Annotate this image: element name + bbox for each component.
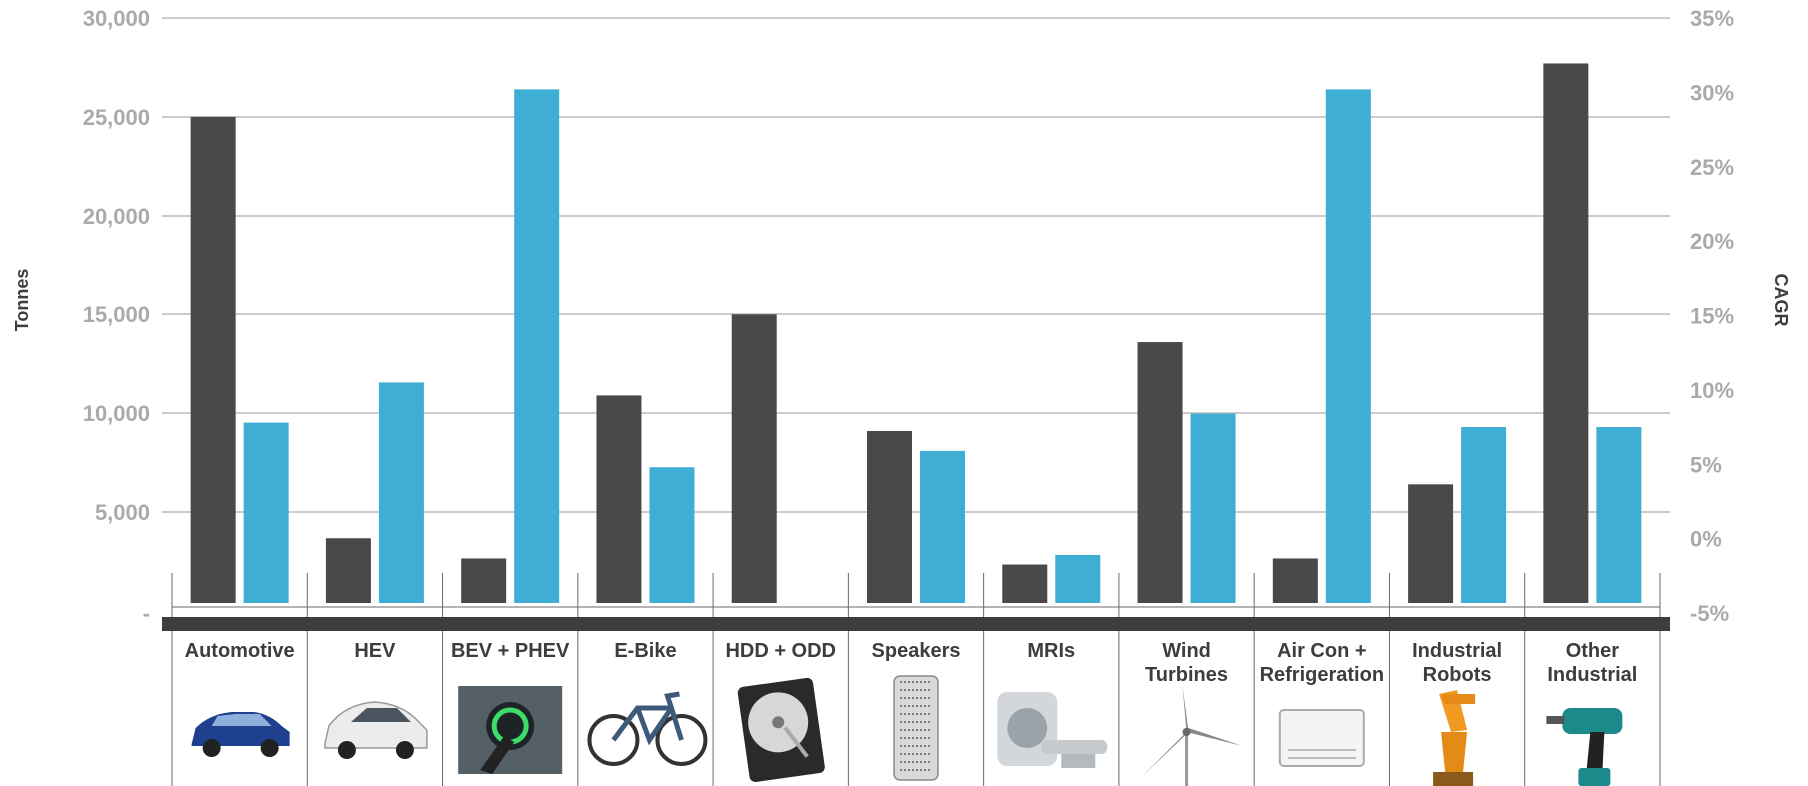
category-label: Industrial Robots [1412,640,1502,686]
left-tick-label: 15,000 [83,302,150,327]
category-dividers [171,573,1661,786]
speaker-icon [893,675,939,781]
category-label: Automotive [185,640,295,662]
category-label: E-Bike [614,640,676,662]
left-tick-label: - [143,601,150,626]
bar-tonnes [1408,484,1454,603]
right-tick-label: 10% [1690,378,1734,403]
category-label: MRIs [1027,640,1075,662]
right-axis-title: CAGR [1771,274,1791,327]
bar-tonnes [1002,564,1048,603]
category-label: Air Con + Refrigeration [1260,640,1384,686]
air-conditioner-icon [1278,709,1365,767]
hybrid-car-icon [324,701,428,759]
left-tick-label: 20,000 [83,204,150,229]
power-drill-icon [1546,708,1623,786]
right-axis-ticks: 35% 30% 25% 20% 15% 10% 5% 0% -5% [1690,6,1734,626]
bar-tonnes [1272,558,1318,603]
category-icons [191,675,1623,786]
bar-tonnes [1137,342,1183,603]
wind-turbine-icon [1142,686,1243,786]
bar-cagr [649,467,695,603]
bar-tonnes [1543,63,1589,603]
bar-tonnes [596,395,642,603]
category-label: Other Industrial [1547,640,1637,686]
right-tick-label: 25% [1690,155,1734,180]
bar-tonnes [190,116,236,604]
bar-cagr [514,89,560,603]
left-tick-label: 25,000 [83,105,150,130]
right-tick-label: 35% [1690,6,1734,31]
bar-cagr [920,450,965,603]
category-label: HDD + ODD [725,640,836,662]
right-tick-label: 30% [1690,80,1734,105]
right-tick-label: 20% [1690,229,1734,254]
right-tick-label: -5% [1690,601,1729,626]
bar-cagr [1325,89,1371,603]
bar-cagr [1055,554,1101,603]
bar-tonnes [325,538,371,603]
category-label: HEV [354,640,396,662]
ev-charger-icon [458,686,563,774]
bar-tonnes [867,430,912,603]
left-tick-label: 10,000 [83,401,150,426]
bar-cagr [1461,427,1507,603]
category-axis-bar [162,617,1670,631]
bar-cagr [243,422,289,603]
e-bike-icon [587,691,708,766]
mri-scanner-icon [997,692,1108,768]
bar-cagr [1596,427,1642,603]
robot-arm-icon [1433,690,1476,786]
bar-tonnes [461,558,507,603]
right-tick-label: 15% [1690,304,1734,329]
category-labels: Automotive HEV BEV + PHEV E-Bike HDD + ODD Sp… [185,640,1638,686]
bars [190,63,1642,604]
left-axis-ticks: 30,000 25,000 20,000 15,000 10,000 5,000 - [83,6,150,626]
category-label: Speakers [872,640,961,662]
right-tick-label: 0% [1690,527,1722,552]
bar-cagr [378,382,424,603]
bar-cagr [1190,413,1236,603]
right-tick-label: 5% [1690,452,1722,477]
category-label: Wind Turbines [1145,640,1228,686]
category-label: BEV + PHEV [451,640,570,662]
left-tick-label: 30,000 [83,6,150,31]
left-axis-title: Tonnes [12,269,32,332]
hard-drive-icon [737,677,825,783]
car-icon [191,712,290,757]
left-tick-label: 5,000 [95,500,150,525]
bar-tonnes [731,314,777,603]
